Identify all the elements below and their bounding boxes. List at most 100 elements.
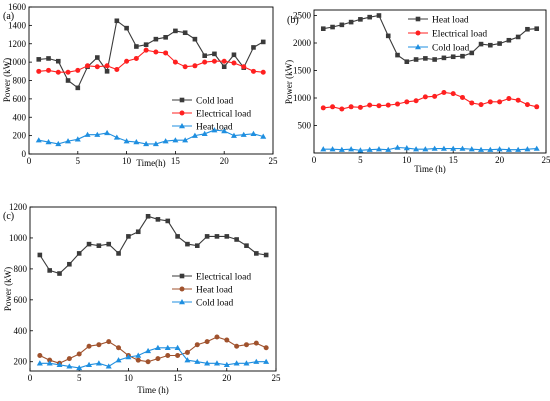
data-point	[164, 344, 171, 350]
series-line	[39, 336, 267, 364]
data-point	[202, 59, 208, 65]
data-point	[231, 52, 237, 58]
x-tick-label: 20	[222, 373, 232, 383]
data-point	[214, 234, 220, 239]
data-point	[174, 344, 181, 350]
x-tick-label: 10	[402, 155, 412, 165]
data-point	[143, 47, 149, 53]
data-point	[125, 354, 132, 360]
data-point	[385, 102, 391, 108]
data-point	[133, 139, 140, 145]
data-point	[126, 234, 131, 239]
series-line	[38, 49, 264, 73]
data-point	[65, 138, 72, 144]
x-tick-label: 5	[358, 155, 363, 165]
data-point	[76, 351, 82, 357]
data-point	[84, 131, 91, 137]
data-point	[76, 364, 83, 371]
data-point	[194, 358, 201, 364]
data-point	[375, 146, 382, 152]
series-heat-load	[320, 13, 540, 64]
data-point	[367, 14, 372, 20]
data-point	[37, 353, 43, 359]
data-point	[163, 50, 169, 56]
plot-frame	[28, 6, 274, 155]
data-point	[55, 140, 62, 147]
series-heat-load	[35, 127, 267, 147]
legend-marker	[179, 299, 185, 305]
data-point	[376, 103, 382, 109]
data-point	[55, 69, 61, 75]
series-line	[323, 91, 537, 110]
data-point	[36, 360, 43, 366]
data-point	[243, 360, 250, 366]
legend-label: Cold load	[432, 44, 469, 54]
data-point	[143, 140, 150, 147]
data-point	[367, 102, 373, 108]
data-point	[366, 146, 373, 152]
x-tick-label: 10	[124, 373, 134, 383]
data-point	[201, 130, 208, 136]
data-point	[243, 342, 249, 348]
data-point	[192, 63, 198, 69]
x-tick-label: 0	[312, 155, 317, 165]
data-point	[395, 101, 401, 107]
data-point	[440, 145, 447, 151]
data-point	[182, 137, 189, 143]
data-point	[506, 37, 512, 43]
data-point	[191, 132, 198, 138]
data-point	[106, 241, 112, 247]
data-point	[496, 146, 503, 152]
data-point	[221, 128, 228, 134]
data-point	[94, 131, 101, 137]
data-point	[422, 94, 428, 100]
data-point	[184, 349, 190, 355]
data-point	[330, 24, 335, 30]
x-tick-label: 25	[269, 156, 279, 166]
y-tick-label: 600	[13, 94, 27, 104]
y-tick-label: 1000	[293, 93, 312, 103]
data-point	[534, 26, 540, 31]
series-line	[323, 14, 537, 63]
data-point	[385, 33, 391, 39]
series-electrical-load	[36, 47, 266, 75]
x-axis-label: Time (h)	[137, 385, 168, 395]
plot-frame	[313, 9, 547, 154]
data-point	[185, 241, 190, 247]
data-point	[339, 22, 345, 28]
y-tick-label: 1000	[9, 233, 28, 243]
series-cold-load	[36, 344, 270, 371]
data-point	[515, 146, 522, 152]
data-point	[260, 39, 266, 45]
legend-marker	[179, 110, 185, 116]
data-point	[320, 146, 327, 152]
y-tick-label: 2500	[293, 11, 312, 21]
data-point	[153, 49, 159, 55]
y-tick-label: 400	[14, 326, 28, 336]
data-point	[124, 25, 129, 31]
series-line	[323, 146, 537, 151]
data-point	[348, 104, 354, 110]
legend-entry: Cold load	[408, 44, 469, 54]
data-point	[431, 145, 438, 151]
data-point	[487, 146, 494, 152]
legend-label: Electrical load	[196, 110, 251, 120]
legend-marker	[179, 123, 185, 129]
data-point	[175, 234, 180, 239]
data-point	[348, 146, 355, 152]
y-tick-label: 500	[298, 121, 312, 131]
data-point	[47, 357, 53, 363]
data-point	[96, 342, 102, 348]
data-point	[469, 50, 475, 56]
y-tick-label: 2000	[293, 38, 312, 48]
data-point	[67, 261, 72, 267]
y-tick-label: 800	[14, 264, 28, 274]
data-point	[338, 146, 345, 152]
data-point	[173, 28, 178, 34]
data-point	[214, 334, 220, 340]
y-tick-label: 1200	[9, 202, 28, 212]
series-cold-load	[36, 18, 266, 91]
data-point	[104, 69, 110, 74]
data-point	[46, 360, 53, 366]
